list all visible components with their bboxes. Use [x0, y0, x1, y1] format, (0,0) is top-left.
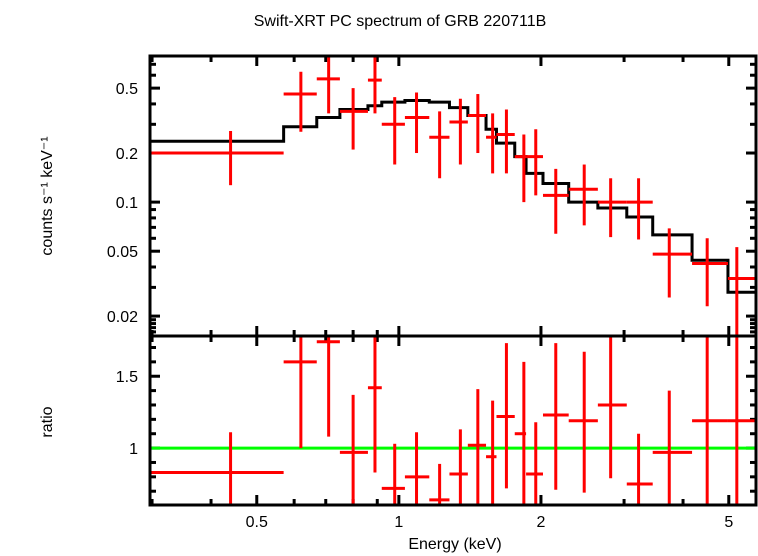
ratio-point — [367, 336, 382, 473]
data-point — [404, 92, 430, 154]
spectrum-ticks — [150, 56, 756, 336]
ratio-point — [486, 400, 497, 505]
ratio-point — [316, 336, 340, 437]
model-curve — [150, 98, 756, 294]
y-tick-label: 0.1 — [116, 195, 138, 212]
data-point — [692, 238, 728, 307]
data-point — [626, 178, 653, 240]
ratio-point — [404, 432, 430, 505]
spectrum-frame — [148, 54, 758, 338]
data-point — [150, 130, 284, 186]
data-point — [429, 111, 450, 179]
data-point — [283, 71, 317, 132]
ratio-point — [381, 443, 405, 505]
data-point — [367, 56, 382, 114]
data-point — [526, 129, 543, 196]
model-step-line — [150, 98, 756, 294]
y-tick-label: 1.5 — [116, 369, 138, 386]
ratio-y-tick-labels: 11.5 — [116, 369, 138, 458]
ratio-points — [150, 336, 756, 505]
data-point — [467, 94, 487, 154]
y-tick-label: 0.2 — [116, 146, 138, 163]
chart-title: Swift-XRT PC spectrum of GRB 220711B — [254, 13, 547, 30]
x-tick-labels: 0.5 1 2 5 — [246, 514, 734, 531]
ratio-frame — [148, 334, 758, 507]
data-point — [496, 109, 515, 174]
data-point — [727, 247, 756, 336]
spectrum-panel: 0.02 0.05 0.1 0.2 0.5 counts s⁻¹ keV⁻¹ — [39, 54, 758, 338]
ratio-point — [467, 389, 487, 505]
data-point — [449, 98, 468, 165]
data-point — [514, 134, 527, 203]
ratio-point — [526, 422, 543, 505]
ratio-point — [727, 336, 756, 505]
ratio-point — [429, 463, 450, 505]
data-points — [150, 56, 756, 336]
data-point — [652, 228, 693, 298]
ratio-point — [449, 429, 468, 505]
data-point — [486, 113, 497, 174]
ratio-point — [496, 343, 515, 489]
x-tick-label: 5 — [724, 514, 733, 531]
data-point — [542, 168, 569, 234]
y-tick-label: 0.5 — [116, 81, 138, 98]
ratio-ticks — [150, 336, 756, 505]
ratio-point — [339, 394, 368, 505]
ratio-point — [542, 343, 569, 490]
ratio-y-axis-title: ratio — [39, 406, 56, 437]
data-point — [381, 97, 405, 165]
x-axis-title: Energy (keV) — [408, 536, 501, 553]
y-tick-label: 0.05 — [107, 244, 138, 261]
x-tick-label: 0.5 — [246, 514, 268, 531]
spectrum-y-axis-title: counts s⁻¹ keV⁻¹ — [39, 136, 56, 255]
data-point — [339, 88, 368, 150]
ratio-panel: 11.5 0.5 1 2 5 ratio Energy (keV) — [39, 334, 758, 553]
ratio-point — [514, 361, 527, 505]
y-tick-label: 0.02 — [107, 309, 138, 326]
ratio-point — [283, 336, 317, 449]
ratio-point — [150, 432, 284, 505]
data-point — [568, 164, 598, 226]
ratio-point — [626, 433, 653, 505]
ratio-point — [692, 336, 728, 505]
data-point — [316, 56, 340, 114]
ratio-point — [597, 336, 627, 479]
spectrum-y-tick-labels: 0.02 0.05 0.1 0.2 0.5 — [107, 81, 138, 326]
y-tick-label: 1 — [129, 441, 138, 458]
x-tick-label: 2 — [536, 514, 545, 531]
ratio-point — [568, 351, 598, 493]
ratio-point — [652, 390, 693, 505]
x-tick-label: 1 — [394, 514, 403, 531]
data-point — [597, 178, 627, 238]
